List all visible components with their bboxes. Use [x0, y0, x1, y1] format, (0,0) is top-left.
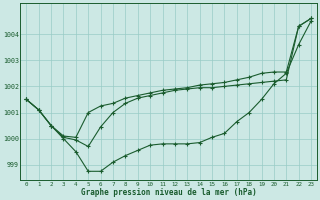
X-axis label: Graphe pression niveau de la mer (hPa): Graphe pression niveau de la mer (hPa)	[81, 188, 257, 197]
